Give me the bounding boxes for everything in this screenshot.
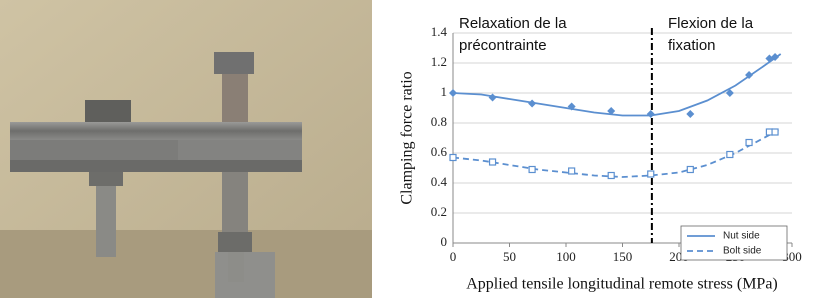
nut-left (85, 100, 131, 122)
data-point (765, 55, 773, 63)
strain-gauge-bottom (222, 172, 248, 232)
data-point (449, 89, 457, 97)
data-point (648, 171, 654, 177)
chart: Clamping force ratio Applied tensile lon… (399, 15, 802, 293)
data-point (529, 167, 535, 173)
legend-label: Bolt side (723, 246, 762, 257)
nut-left-bottom (89, 172, 123, 186)
data-point (450, 155, 456, 161)
data-point (489, 94, 497, 102)
y-axis-title: Clamping force ratio (399, 71, 416, 204)
annotation: Relaxation de la (459, 15, 567, 32)
data-point (569, 168, 575, 174)
annotation: Flexion de la (668, 15, 754, 32)
y-tick-label: 0.2 (431, 204, 447, 219)
data-point (686, 110, 694, 118)
y-tick-label: 1.4 (431, 24, 448, 39)
y-tick-label: 0.8 (431, 114, 447, 129)
data-point (772, 129, 778, 135)
plate-left (10, 140, 185, 160)
bolt-head (214, 52, 254, 74)
data-point (746, 140, 752, 146)
data-point (528, 100, 536, 108)
x-tick-label: 0 (450, 249, 457, 264)
data-point (727, 152, 733, 158)
photo-shadow (0, 230, 372, 298)
screenshot: Clamping force ratio Applied tensile lon… (0, 0, 822, 298)
data-point (687, 167, 693, 173)
x-tick-label: 50 (503, 249, 516, 264)
y-tick-label: 1.2 (431, 54, 447, 69)
photo (0, 0, 372, 298)
y-tick-label: 0.4 (431, 174, 448, 189)
plate-top (10, 122, 302, 140)
y-tick-label: 0.6 (431, 144, 448, 159)
y-tick-label: 1 (441, 84, 448, 99)
annotation: précontrainte (459, 37, 547, 54)
plate-bottom (10, 160, 302, 172)
base-block (215, 252, 275, 298)
plate-right (178, 140, 302, 160)
page: Clamping force ratio Applied tensile lon… (0, 0, 822, 298)
legend-label: Nut side (723, 231, 760, 242)
data-point (608, 173, 614, 179)
bolt-right-end (228, 252, 244, 282)
x-tick-label: 150 (613, 249, 633, 264)
strain-gauge-top (222, 74, 248, 122)
x-tick-label: 100 (556, 249, 576, 264)
x-axis-title: Applied tensile longitudinal remote stre… (466, 276, 778, 293)
annotation: fixation (668, 37, 716, 54)
data-point (647, 110, 655, 118)
data-point (490, 159, 496, 165)
y-tick-label: 0 (441, 234, 448, 249)
nut-right (218, 232, 252, 252)
